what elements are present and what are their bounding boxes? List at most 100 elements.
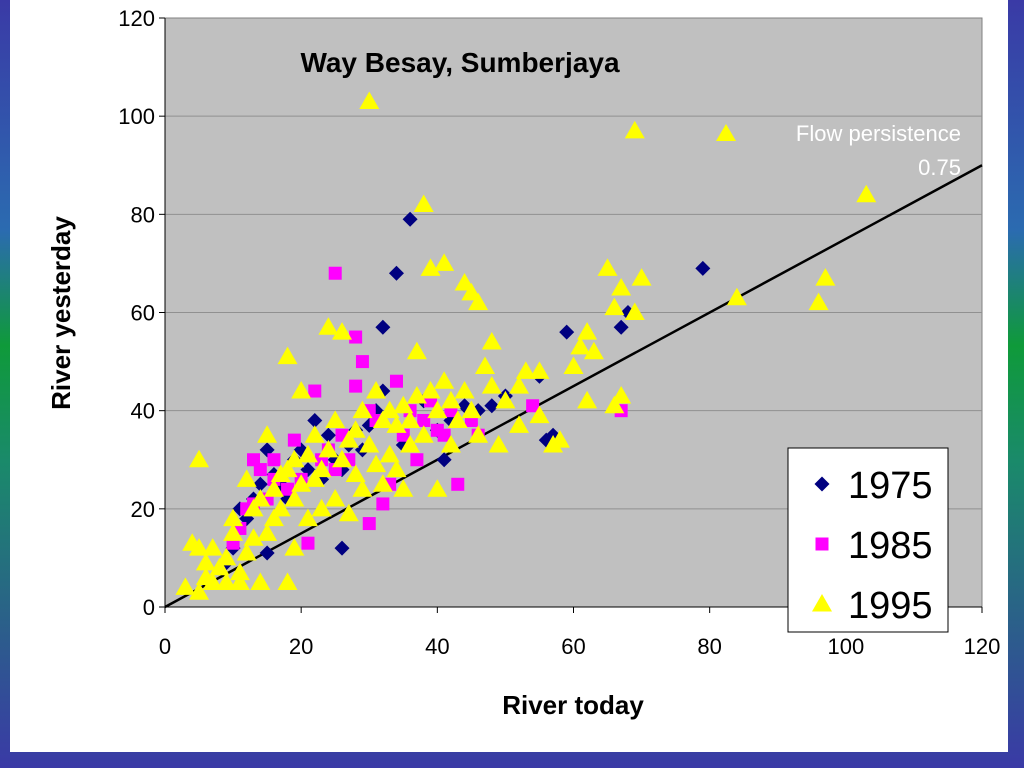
data-point-1985 xyxy=(417,413,431,427)
data-point-1995 xyxy=(325,410,346,428)
data-point-1995 xyxy=(250,489,271,507)
data-point-1995 xyxy=(325,489,346,507)
data-point-1995 xyxy=(577,322,598,340)
data-point-1995 xyxy=(393,395,414,414)
data-point-1995 xyxy=(229,562,250,581)
y-tick-label: 120 xyxy=(118,6,155,31)
data-point-1995 xyxy=(400,410,421,428)
chart-title: Way Besay, Sumberjaya xyxy=(300,47,619,78)
data-point-1995 xyxy=(277,459,298,478)
legend: 1975 1985 1995 xyxy=(787,447,949,633)
data-point-1995 xyxy=(726,287,747,306)
data-points xyxy=(175,91,877,600)
data-point-1995 xyxy=(284,538,305,556)
x-tick-label: 0 xyxy=(159,634,171,659)
data-point-1995 xyxy=(461,400,482,419)
data-point-1995 xyxy=(338,503,359,522)
data-point-1995 xyxy=(359,435,380,453)
y-tick-label: 80 xyxy=(131,202,155,227)
data-point-1995 xyxy=(577,390,598,409)
data-point-1995 xyxy=(189,582,210,600)
data-point-1995 xyxy=(563,356,584,374)
y-tick-label: 0 xyxy=(143,595,155,620)
data-point-1995 xyxy=(209,557,230,576)
data-point-1995 xyxy=(202,572,223,590)
data-point-1995 xyxy=(447,410,468,428)
data-point-1995 xyxy=(257,523,278,541)
data-point-1995 xyxy=(468,292,489,311)
data-point-1995 xyxy=(427,400,448,419)
legend-label: 1975 xyxy=(848,465,933,507)
scatter-chart: 0 20 40 60 80 100 120 0 20 40 60 80 100 120 Way Besay… xyxy=(46,6,1000,720)
data-point-1995 xyxy=(291,474,312,492)
data-point-1995 xyxy=(529,405,550,424)
legend-marker-1995 xyxy=(812,594,832,612)
data-point-1985 xyxy=(526,399,540,413)
data-point-1985 xyxy=(355,355,369,369)
data-point-1995 xyxy=(434,253,455,271)
data-point-1985 xyxy=(267,453,281,467)
annotation: Flow persistence 0.75 xyxy=(716,121,961,180)
data-point-1995 xyxy=(297,508,318,527)
data-point-1995 xyxy=(481,376,502,394)
slide: 0 20 40 60 80 100 120 0 20 40 60 80 100 120 Way Besay… xyxy=(10,0,1008,752)
data-point-1985 xyxy=(247,453,261,467)
data-point-1985 xyxy=(437,428,451,442)
data-point-1995 xyxy=(175,577,196,595)
data-point-1995 xyxy=(509,376,530,394)
data-point-1995 xyxy=(236,469,257,487)
data-point-1995 xyxy=(372,474,393,492)
x-tick-label: 60 xyxy=(561,634,585,659)
data-point-1995 xyxy=(413,425,434,443)
data-point-1995 xyxy=(270,498,291,517)
data-point-1975 xyxy=(559,324,575,340)
data-point-1985 xyxy=(301,536,315,550)
data-point-1995 xyxy=(468,425,489,443)
data-point-1995 xyxy=(474,356,495,374)
data-point-1975 xyxy=(388,265,404,281)
data-point-1995 xyxy=(372,410,393,428)
data-point-1995 xyxy=(304,469,325,487)
data-point-1995 xyxy=(434,371,455,389)
data-point-1995 xyxy=(624,302,645,320)
data-point-1995 xyxy=(386,459,407,478)
data-point-1985 xyxy=(253,463,267,477)
annotation-value: 0.75 xyxy=(918,155,961,180)
data-point-1985 xyxy=(376,497,390,511)
data-point-1995 xyxy=(815,268,836,286)
annotation-triangle-icon xyxy=(716,124,736,141)
data-point-1995 xyxy=(263,508,284,527)
data-point-1985 xyxy=(362,517,376,531)
data-point-1995 xyxy=(488,435,509,453)
x-tick-label: 20 xyxy=(289,634,313,659)
data-point-1995 xyxy=(420,258,441,276)
data-point-1995 xyxy=(631,268,652,286)
data-point-1995 xyxy=(440,390,461,409)
data-point-1995 xyxy=(624,120,645,139)
data-point-1995 xyxy=(440,435,461,453)
x-tick-label: 120 xyxy=(964,634,1001,659)
data-point-1975 xyxy=(252,476,268,492)
data-point-1995 xyxy=(291,381,312,399)
tick-labels: 0 20 40 60 80 100 120 0 20 40 60 80 100 120 xyxy=(118,6,1000,659)
data-point-1985 xyxy=(451,477,465,491)
data-point-1975 xyxy=(320,427,336,443)
legend-marker-1975 xyxy=(814,476,830,492)
y-tick-label: 100 xyxy=(118,104,155,129)
annotation-label: Flow persistence xyxy=(796,121,961,146)
x-axis-title: River today xyxy=(502,690,644,720)
data-point-1985 xyxy=(389,374,403,388)
data-point-1995 xyxy=(297,444,318,463)
data-point-1995 xyxy=(257,425,278,443)
series-1995 xyxy=(175,91,877,600)
data-point-1995 xyxy=(570,336,591,355)
data-point-1975 xyxy=(436,452,452,468)
data-point-1995 xyxy=(400,435,421,453)
data-point-1995 xyxy=(406,341,427,360)
data-point-1995 xyxy=(216,572,237,590)
data-point-1995 xyxy=(263,479,284,497)
data-point-1975 xyxy=(613,319,629,335)
data-point-1995 xyxy=(509,415,530,433)
data-point-1995 xyxy=(189,538,210,556)
data-point-1995 xyxy=(583,341,604,360)
